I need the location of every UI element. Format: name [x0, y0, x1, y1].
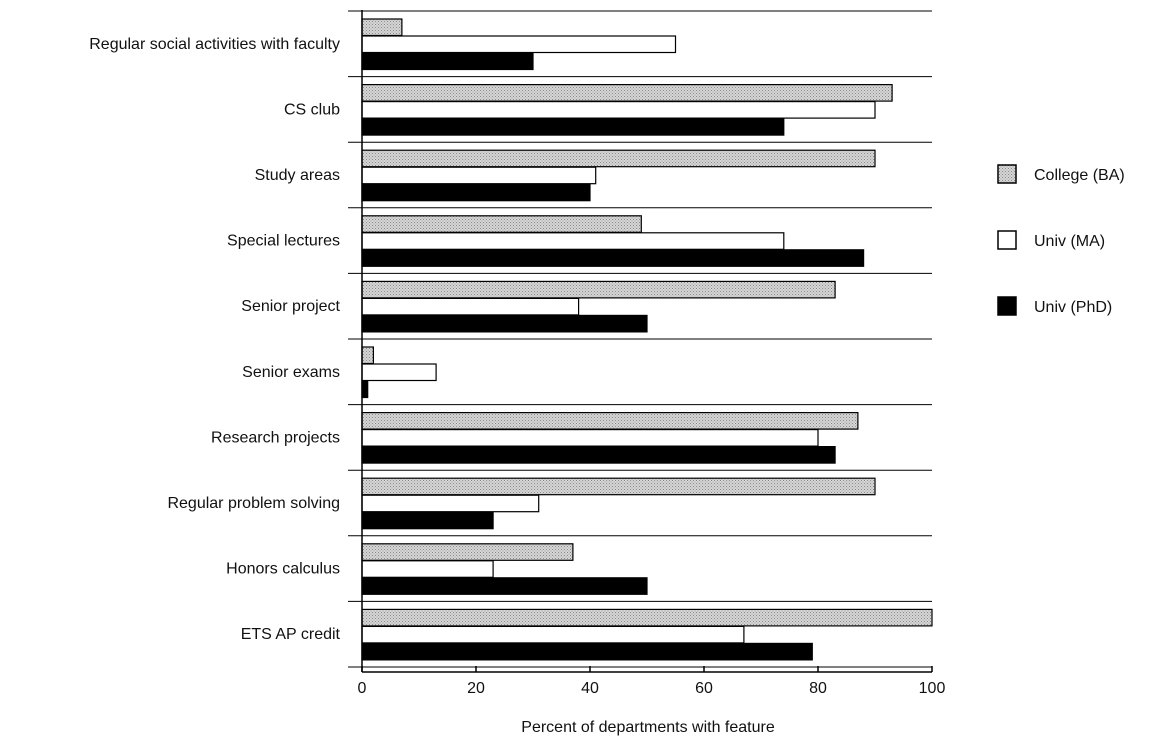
bar-univ-ma- [361, 429, 819, 447]
bar-univ-phd- [361, 446, 836, 464]
x-tick-label: 100 [919, 680, 946, 697]
bar-univ-phd- [361, 314, 648, 333]
category-label: Senior project [241, 298, 340, 315]
category-label: Regular problem solving [167, 495, 340, 512]
legend-label: College (BA) [1034, 167, 1125, 184]
legend-swatch [997, 230, 1017, 250]
bar-college-ba- [361, 83, 893, 102]
bar-college-ba- [361, 543, 574, 561]
bar-univ-ma- [361, 625, 745, 644]
bar-univ-phd- [361, 52, 534, 71]
x-tick-label: 20 [467, 680, 485, 697]
bar-univ-phd- [361, 380, 369, 399]
legend-swatch [997, 164, 1017, 184]
bar-college-ba- [361, 18, 403, 37]
bar-college-ba- [361, 280, 836, 299]
bar-college-ba- [361, 149, 876, 168]
category-label: CS club [284, 101, 340, 118]
category-label: Senior exams [242, 364, 340, 381]
category-label: Honors calculus [226, 561, 340, 578]
bar-univ-ma- [361, 297, 580, 316]
x-tick-label: 80 [809, 680, 827, 697]
category-label: Research projects [211, 429, 340, 446]
bar-college-ba- [361, 215, 642, 233]
bar-univ-ma- [361, 363, 437, 382]
bar-univ-ma- [361, 560, 494, 578]
bar-univ-phd- [361, 642, 813, 661]
legend-label: Univ (MA) [1034, 233, 1105, 250]
plot-area: Regular social activities with faculty CS… [89, 10, 945, 697]
bar-college-ba- [361, 608, 933, 627]
bar-univ-phd- [361, 577, 648, 595]
category-label: Special lectures [227, 233, 340, 250]
bar-college-ba- [361, 477, 876, 496]
category-label: ETS AP credit [241, 626, 341, 643]
category-label: Study areas [255, 167, 340, 184]
x-axis-label: Percent of departments with feature [521, 719, 775, 736]
bar-univ-ma- [361, 232, 785, 250]
bar-univ-phd- [361, 117, 785, 136]
bar-univ-ma- [361, 100, 876, 119]
bar-univ-phd- [361, 511, 494, 530]
bar-college-ba- [361, 412, 859, 430]
x-tick-label: 60 [695, 680, 713, 697]
x-tick-label: 0 [358, 680, 367, 697]
bar-univ-phd- [361, 183, 591, 202]
legend-swatch [997, 296, 1017, 316]
category-label: Regular social activities with faculty [89, 36, 340, 53]
x-tick-label: 40 [581, 680, 599, 697]
bar-college-ba- [361, 346, 374, 365]
bar-univ-ma- [361, 35, 677, 54]
bar-univ-ma- [361, 494, 540, 513]
legend-label: Univ (PhD) [1034, 299, 1112, 316]
bar-univ-phd- [361, 249, 865, 267]
bar-univ-ma- [361, 166, 597, 185]
legend: College (BA) Univ (MA) Univ (PhD) [997, 164, 1125, 316]
